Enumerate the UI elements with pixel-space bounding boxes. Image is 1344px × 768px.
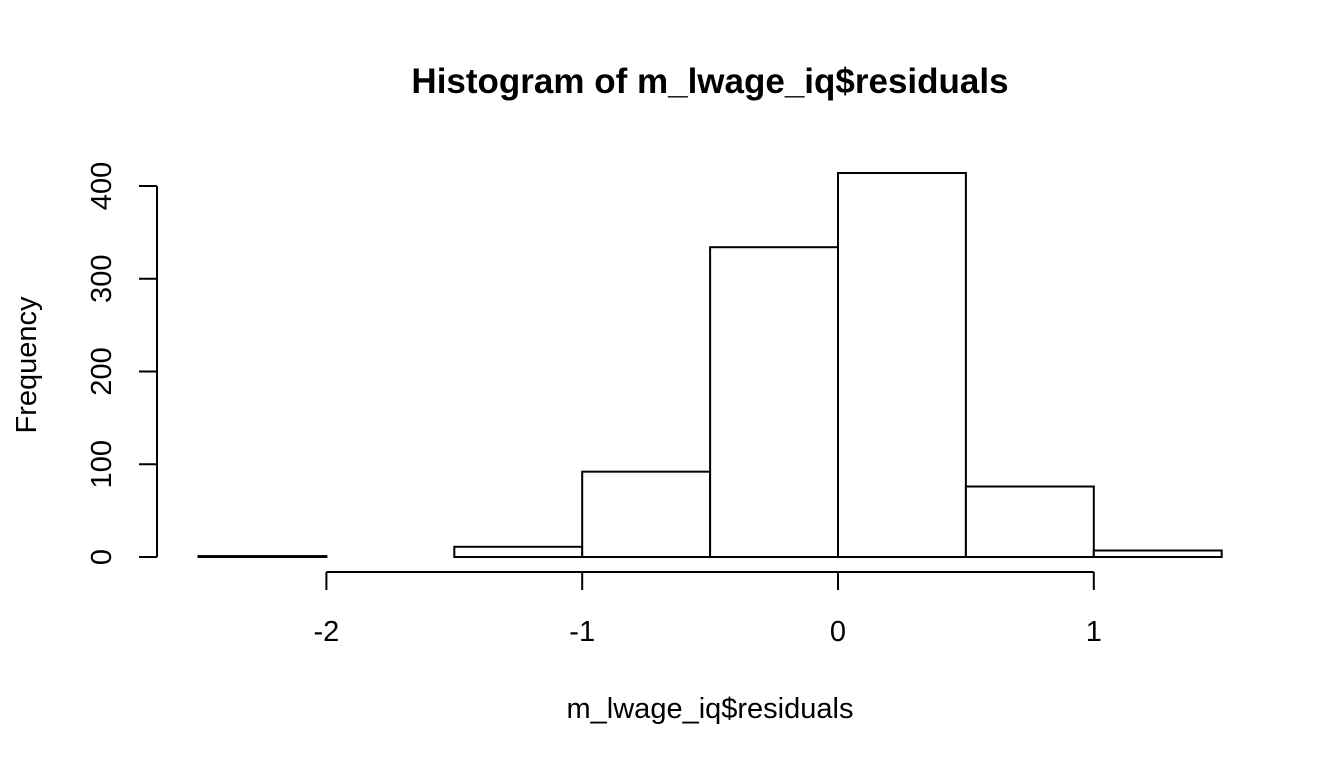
x-tick-label-1: -1 [569, 616, 595, 648]
x-tick-label-0: -2 [314, 616, 340, 648]
histogram-bar-7 [1092, 549, 1223, 559]
histogram-bar-5 [837, 172, 967, 558]
histogram-bars [197, 172, 1223, 559]
histogram-bar-2 [453, 545, 584, 558]
y-tick-label-3: 300 [86, 255, 118, 303]
x-tick-label-3: 1 [1086, 616, 1102, 648]
x-tick-label-2: 0 [830, 616, 846, 648]
x-axis: -2 -1 0 1 [314, 571, 1102, 648]
histogram-bar-4 [709, 246, 839, 558]
histogram-bar-3 [581, 470, 712, 559]
y-tick-label-1: 100 [86, 440, 118, 488]
histogram-bar-6 [964, 485, 1095, 559]
y-tick-label-0: 0 [86, 549, 118, 565]
histogram-bar-0 [197, 555, 328, 559]
y-tick-label-2: 200 [86, 347, 118, 395]
y-axis-label: Frequency [11, 296, 43, 434]
y-tick-label-4: 400 [86, 162, 118, 210]
x-axis-label: m_lwage_iq$residuals [567, 693, 854, 725]
y-axis: 0 100 200 300 400 [86, 162, 158, 565]
chart-title: Histogram of m_lwage_iq$residuals [411, 62, 1008, 101]
